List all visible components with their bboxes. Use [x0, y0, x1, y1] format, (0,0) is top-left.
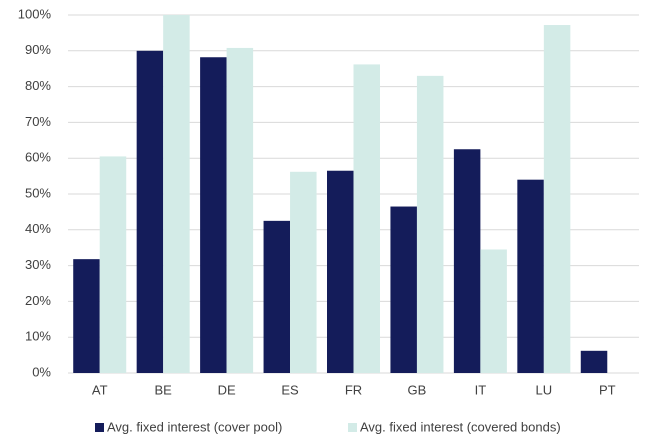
- bar: [163, 15, 190, 373]
- x-tick-label: FR: [345, 382, 362, 397]
- bar: [416, 75, 444, 374]
- y-tick-label: 90%: [25, 42, 51, 57]
- bar: [226, 47, 254, 373]
- y-tick-label: 0%: [32, 364, 51, 379]
- bar: [580, 350, 608, 373]
- x-tick-label: ES: [281, 382, 299, 397]
- x-tick-label: AT: [92, 382, 108, 397]
- y-tick-label: 100%: [18, 6, 52, 21]
- y-tick-label: 80%: [25, 78, 51, 93]
- bar: [543, 25, 571, 374]
- x-tick-label: DE: [218, 382, 236, 397]
- x-tick-label: PT: [599, 382, 616, 397]
- legend-label: Avg. fixed interest (cover pool): [107, 419, 282, 434]
- bar: [327, 170, 354, 373]
- bar: [136, 50, 164, 374]
- bar: [453, 149, 481, 373]
- bar: [353, 64, 380, 374]
- y-tick-label: 20%: [25, 293, 51, 308]
- bar: [517, 179, 544, 373]
- y-tick-label: 10%: [25, 329, 51, 344]
- bar: [390, 206, 417, 373]
- y-tick-label: 40%: [25, 221, 51, 236]
- bar: [263, 220, 291, 373]
- x-tick-label: GB: [408, 382, 427, 397]
- bar: [200, 57, 227, 374]
- x-tick-label: BE: [154, 382, 172, 397]
- bar: [99, 156, 127, 373]
- bar: [290, 171, 317, 373]
- y-tick-label: 60%: [25, 150, 51, 165]
- y-tick-label: 50%: [25, 185, 51, 200]
- x-tick-label: IT: [475, 382, 487, 397]
- legend-label: Avg. fixed interest (covered bonds): [360, 419, 561, 434]
- bar: [480, 249, 507, 373]
- bar: [73, 259, 100, 373]
- y-tick-label: 30%: [25, 257, 51, 272]
- legend-swatch: [95, 423, 104, 432]
- legend-swatch: [348, 423, 357, 432]
- y-tick-label: 70%: [25, 114, 51, 129]
- x-tick-label: LU: [536, 382, 553, 397]
